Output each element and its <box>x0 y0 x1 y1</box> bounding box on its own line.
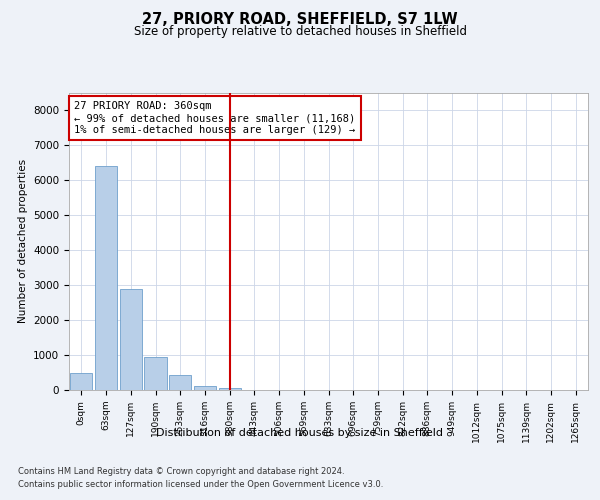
Bar <box>169 376 191 390</box>
Y-axis label: Number of detached properties: Number of detached properties <box>17 159 28 324</box>
Text: Contains HM Land Registry data © Crown copyright and database right 2024.: Contains HM Land Registry data © Crown c… <box>18 468 344 476</box>
Text: 27, PRIORY ROAD, SHEFFIELD, S7 1LW: 27, PRIORY ROAD, SHEFFIELD, S7 1LW <box>142 12 458 28</box>
Bar <box>119 288 142 390</box>
Bar <box>194 386 216 390</box>
Text: Contains public sector information licensed under the Open Government Licence v3: Contains public sector information licen… <box>18 480 383 489</box>
Text: 27 PRIORY ROAD: 360sqm
← 99% of detached houses are smaller (11,168)
1% of semi-: 27 PRIORY ROAD: 360sqm ← 99% of detached… <box>74 102 355 134</box>
Text: Distribution of detached houses by size in Sheffield: Distribution of detached houses by size … <box>157 428 443 438</box>
Bar <box>95 166 117 390</box>
Text: Size of property relative to detached houses in Sheffield: Size of property relative to detached ho… <box>133 25 467 38</box>
Bar <box>145 357 167 390</box>
Bar <box>70 372 92 390</box>
Bar <box>218 388 241 390</box>
